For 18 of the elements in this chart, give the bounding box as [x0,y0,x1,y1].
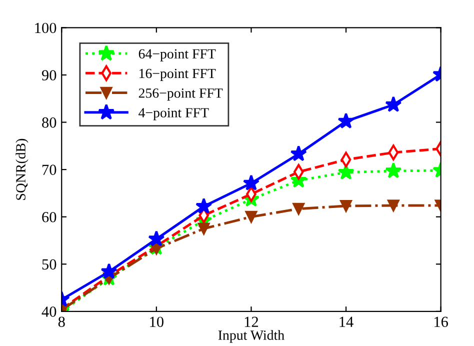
y-tick-label: 100 [35,22,56,34]
x-tick-label: 10 [150,316,164,328]
x-tick-label: 12 [244,316,258,327]
x-axis-title: Input Width [218,330,284,343]
legend-label: 64−point FFT [138,49,216,62]
y-tick-label: 80 [42,117,56,128]
x-tick-label: 16 [434,316,448,328]
legend-label: 256−point FFT [138,88,223,101]
y-axis-title: SQNR(dB) [16,138,28,200]
x-tick-label: 14 [340,316,354,327]
y-tick-label: 70 [42,164,56,175]
y-tick-label: 60 [42,212,56,222]
legend-label: 16−point FFT [139,68,216,81]
y-tick-label: 90 [42,70,56,80]
x-tick-label: 8 [58,316,65,328]
y-tick-label: 40 [42,306,56,317]
y-tick-label: 50 [42,259,56,270]
legend-label: 4−point FFT [138,108,209,120]
